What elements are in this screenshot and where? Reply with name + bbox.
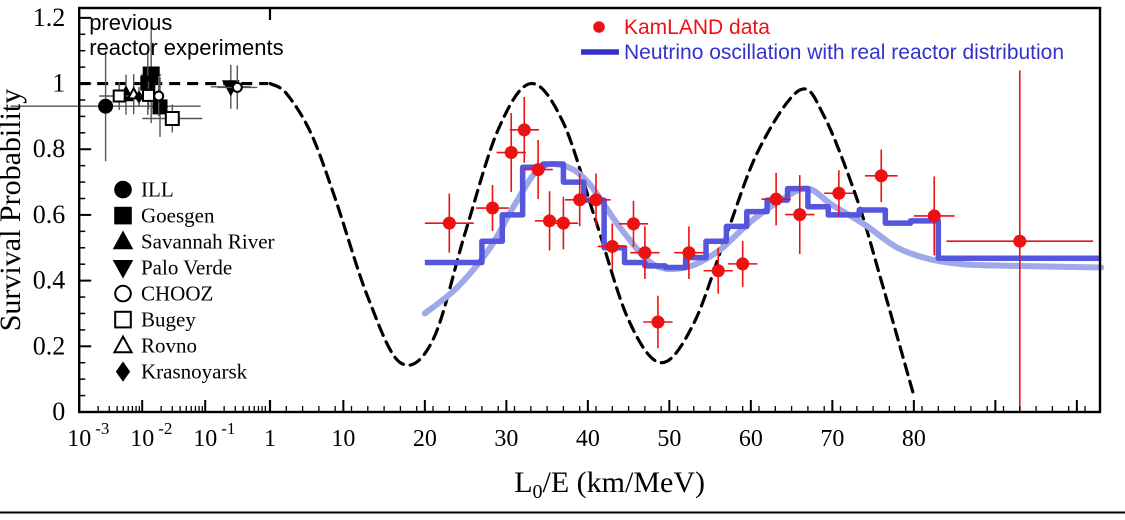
svg-text:CHOOZ: CHOOZ <box>141 282 213 306</box>
svg-text:reactor experiments: reactor experiments <box>89 35 283 60</box>
svg-text:Bugey: Bugey <box>141 308 196 332</box>
svg-text:Palo Verde: Palo Verde <box>141 256 232 280</box>
svg-text:40: 40 <box>576 426 600 452</box>
svg-text:50: 50 <box>657 426 681 452</box>
svg-text:80: 80 <box>902 426 926 452</box>
svg-text:-1: -1 <box>221 419 235 438</box>
svg-text:L0/E (km/MeV): L0/E (km/MeV) <box>514 466 705 503</box>
svg-text:1: 1 <box>264 426 276 452</box>
svg-text:70: 70 <box>820 426 844 452</box>
svg-text:0.6: 0.6 <box>33 200 66 229</box>
svg-text:KamLAND data: KamLAND data <box>624 16 770 39</box>
svg-text:0.2: 0.2 <box>33 331 66 360</box>
svg-text:20: 20 <box>413 426 437 452</box>
svg-text:previous: previous <box>89 10 172 35</box>
svg-text:Survival Probability: Survival Probability <box>0 89 27 332</box>
svg-text:0.8: 0.8 <box>33 134 66 163</box>
svg-text:10: 10 <box>193 426 217 452</box>
svg-text:1: 1 <box>52 69 65 98</box>
svg-text:0: 0 <box>52 397 65 426</box>
svg-text:ILL: ILL <box>141 178 174 202</box>
svg-text:30: 30 <box>494 426 518 452</box>
svg-text:Krasnoyarsk: Krasnoyarsk <box>141 360 248 384</box>
svg-text:-3: -3 <box>95 419 109 438</box>
svg-text:1.2: 1.2 <box>33 3 66 32</box>
svg-text:Rovno: Rovno <box>141 334 197 358</box>
svg-text:-2: -2 <box>158 419 172 438</box>
svg-text:Neutrino oscillation with real: Neutrino oscillation with real reactor d… <box>624 41 1064 64</box>
svg-text:0.4: 0.4 <box>33 266 66 295</box>
svg-text:Goesgen: Goesgen <box>141 204 215 228</box>
svg-text:Savannah River: Savannah River <box>141 230 275 254</box>
svg-text:10: 10 <box>130 426 154 452</box>
svg-text:60: 60 <box>739 426 763 452</box>
svg-text:10: 10 <box>67 426 91 452</box>
svg-text:10: 10 <box>331 426 355 452</box>
